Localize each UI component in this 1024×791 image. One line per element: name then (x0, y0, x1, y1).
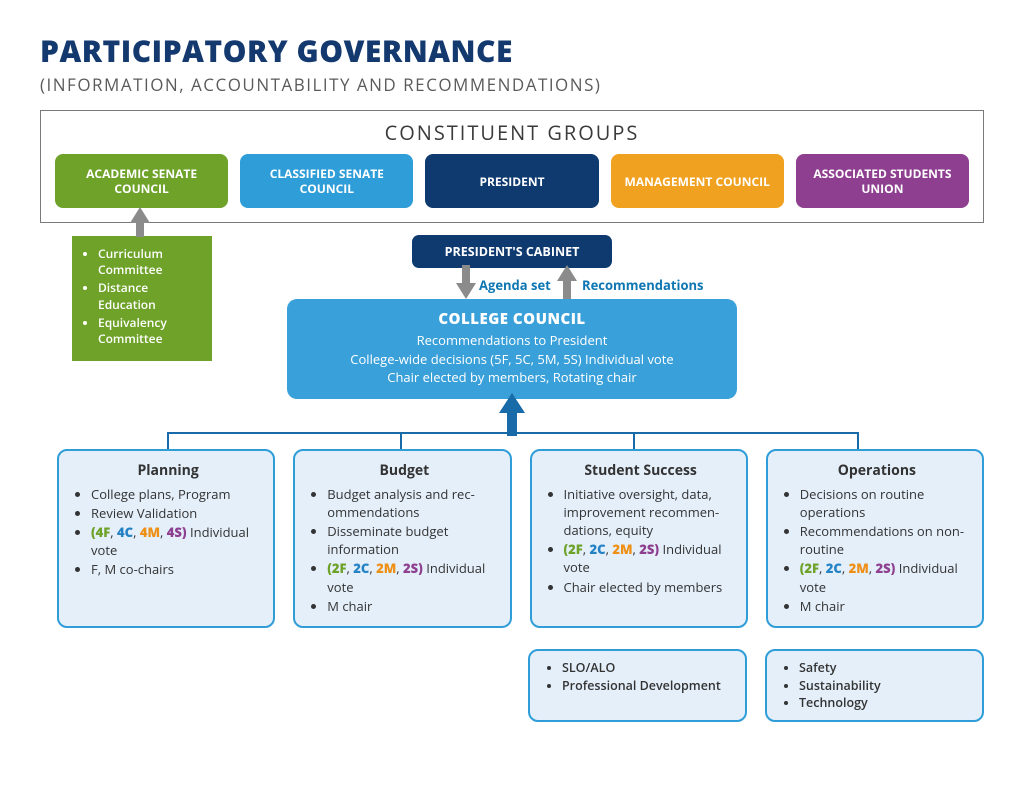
list-item: (2F, 2C, 2M, 2S) Individual vote (564, 540, 736, 576)
college-council-line: Chair elected by members, Rotating chair (301, 368, 723, 387)
committee-bullets: Initiative oversight, data, improvement … (546, 485, 736, 596)
presidents-cabinet: PRESIDENT'S CABINET (412, 235, 612, 268)
arrow-committees-up-icon (498, 393, 526, 436)
group-management: MANAGEMENT COUNCIL (611, 154, 784, 208)
list-item: (2F, 2C, 2M, 2S) Individual vote (327, 559, 499, 595)
asc-subcommittees: Curriculum Committee Distance Education … (72, 236, 212, 361)
committee-bullets: Decisions on routine operationsRecommend… (782, 485, 972, 615)
connector-horizontal (167, 432, 857, 434)
page-title: PARTICIPATORY GOVERNANCE (40, 30, 984, 71)
asc-sub-item: Distance Education (98, 280, 200, 312)
sub-committee-student-success: SLO/ALO Professional Development (528, 649, 747, 722)
committee-bullets: Budget analysis and rec­ommendationsDiss… (309, 485, 499, 615)
list-item: (2F, 2C, 2M, 2S) Individual vote (800, 559, 972, 595)
list-item: M chair (327, 597, 499, 615)
arrow-recs-up-icon (555, 265, 579, 301)
committee-row: Planning College plans, ProgramReview Va… (57, 449, 984, 628)
committee-student-success: Student Success Initiative oversight, da… (530, 449, 748, 628)
list-item: Budget analysis and rec­ommendations (327, 485, 499, 521)
connector-vertical (400, 432, 402, 449)
arrow-agenda-down-icon (454, 265, 478, 301)
list-item: Decisions on routine operations (800, 485, 972, 521)
group-classified-senate: CLASSIFIED SENATE COUNCIL (240, 154, 413, 208)
sub-committee-operations: Safety Sustainability Technology (765, 649, 984, 722)
list-item: Recommendations on non-routine (800, 522, 972, 558)
list-item: (4F, 4C, 4M, 4S) Individual vote (91, 523, 263, 559)
list-item: College plans, Program (91, 485, 263, 503)
group-president: PRESIDENT (425, 154, 598, 208)
committee-planning: Planning College plans, ProgramReview Va… (57, 449, 275, 628)
college-council: COLLEGE COUNCIL Recommendations to Presi… (287, 299, 737, 399)
college-council-line: College-wide decisions (5F, 5C, 5M, 5S) … (301, 350, 723, 369)
asc-sub-item: Curriculum Committee (98, 246, 200, 278)
connector-vertical (633, 432, 635, 449)
constituent-heading: CONSTITUENT GROUPS (55, 119, 969, 146)
list-item: Disseminate budget information (327, 522, 499, 558)
committee-operations: Operations Decisions on routine operatio… (766, 449, 984, 628)
group-asu: ASSOCIATED STUDENTS UNION (796, 154, 969, 208)
connector-vertical (167, 432, 169, 449)
committee-budget: Budget Budget analysis and rec­ommendati… (293, 449, 511, 628)
college-council-line: Recommendations to President (301, 331, 723, 350)
connector-vertical (857, 432, 859, 449)
flow-label-agenda: Agenda set (479, 276, 551, 294)
constituent-groups-row: ACADEMIC SENATE COUNCIL CLASSIFIED SENAT… (55, 154, 969, 208)
flow-label-recs: Recommendations (582, 276, 704, 294)
list-item: Chair elected by members (564, 578, 736, 596)
group-academic-senate: ACADEMIC SENATE COUNCIL (55, 154, 228, 208)
diagram-root: PARTICIPATORY GOVERNANCE (INFORMATION, A… (0, 0, 1024, 223)
list-item: M chair (800, 597, 972, 615)
constituent-groups-box: CONSTITUENT GROUPS ACADEMIC SENATE COUNC… (40, 110, 984, 223)
list-item: F, M co-chairs (91, 560, 263, 578)
college-council-title: COLLEGE COUNCIL (301, 309, 723, 331)
asc-sub-item: Equivalency Committee (98, 315, 200, 347)
page-subtitle: (INFORMATION, ACCOUNTABILITY AND RECOMME… (40, 73, 984, 96)
list-item: Review Validation (91, 504, 263, 522)
list-item: Initiative oversight, data, improvement … (564, 485, 736, 540)
committee-bullets: College plans, ProgramReview Validation(… (73, 485, 263, 579)
sub-committee-row: SLO/ALO Professional Development Safety … (528, 649, 984, 722)
